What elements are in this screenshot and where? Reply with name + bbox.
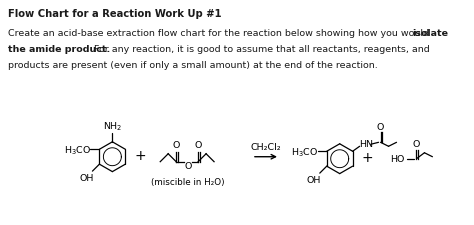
Text: OH: OH	[307, 175, 321, 184]
Text: Create an acid-base extraction flow chart for the reaction below showing how you: Create an acid-base extraction flow char…	[8, 29, 432, 38]
Text: isolate: isolate	[412, 29, 448, 38]
Text: H$_3$CO: H$_3$CO	[64, 143, 91, 156]
Text: HN: HN	[360, 139, 374, 148]
Text: +: +	[135, 148, 146, 162]
Text: NH$_2$: NH$_2$	[102, 120, 122, 133]
Text: HO: HO	[390, 155, 404, 164]
Text: Flow Chart for a Reaction Work Up #1: Flow Chart for a Reaction Work Up #1	[8, 9, 222, 19]
Text: H$_3$CO: H$_3$CO	[291, 145, 319, 158]
Text: O: O	[194, 141, 202, 150]
Text: (miscible in H₂O): (miscible in H₂O)	[151, 177, 225, 186]
Text: OH: OH	[79, 173, 94, 182]
Text: the amide product.: the amide product.	[8, 45, 110, 54]
Text: O: O	[413, 140, 420, 149]
Text: O: O	[173, 141, 180, 150]
Text: CH₂Cl₂: CH₂Cl₂	[251, 143, 281, 152]
Text: O: O	[377, 122, 384, 131]
Text: O: O	[184, 161, 192, 170]
Text: For any reaction, it is good to assume that all reactants, reagents, and: For any reaction, it is good to assume t…	[88, 45, 429, 54]
Text: +: +	[362, 150, 374, 164]
Text: products are present (even if only a small amount) at the end of the reaction.: products are present (even if only a sma…	[8, 61, 378, 70]
